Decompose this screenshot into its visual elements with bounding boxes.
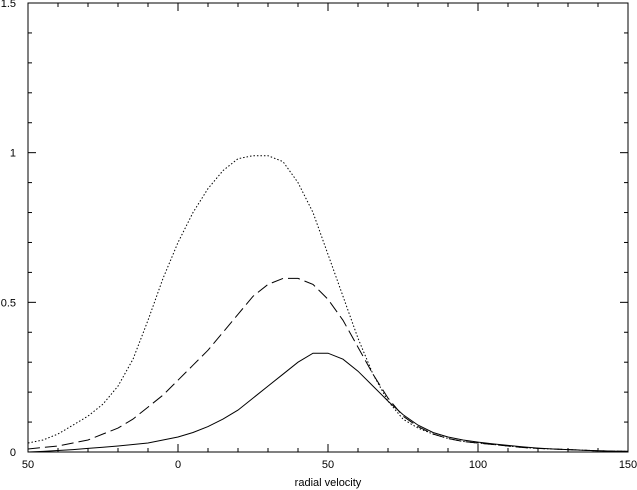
x-tick-label: 150 [619, 459, 637, 471]
x-tick-label: 100 [469, 459, 487, 471]
x-tick-label: 50 [22, 459, 34, 471]
series-line-dotted [27, 155, 629, 452]
plot-frame [27, 2, 629, 453]
y-tick-label: 0 [10, 447, 16, 459]
series-line-dashed [27, 277, 629, 452]
y-tick-label: 0.5 [1, 297, 16, 309]
y-tick-label: 1 [10, 148, 16, 160]
series-line-solid [27, 352, 629, 453]
x-tick-label: 0 [175, 459, 181, 471]
x-axis-label: radial velocity [295, 477, 362, 489]
tick-labels: 50 0 50 100 150 0 0.5 1 1.5 [1, 0, 637, 471]
x-tick-label: 50 [322, 459, 334, 471]
axis-ticks [27, 2, 629, 453]
y-tick-label: 1.5 [1, 0, 16, 10]
series-group [27, 155, 629, 453]
